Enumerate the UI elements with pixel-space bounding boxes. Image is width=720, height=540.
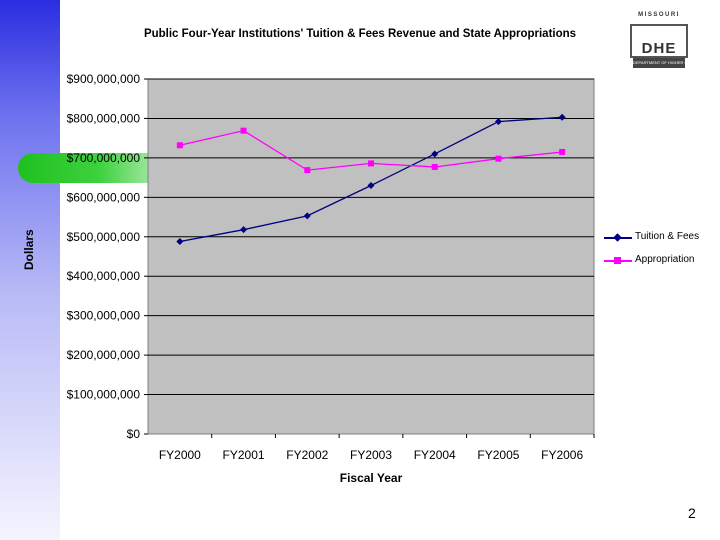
x-axis-ticks: FY2000 FY2001 FY2002 FY2003 FY2004 FY2005 FY20… xyxy=(159,434,595,462)
data-point xyxy=(559,148,566,155)
y-tick-label: $600,000,000 xyxy=(67,190,141,204)
legend-label-appropriation: Appropriation xyxy=(635,254,695,265)
plot-area xyxy=(147,78,595,435)
data-point xyxy=(240,226,248,234)
y-tick-label: $200,000,000 xyxy=(67,348,141,362)
y-tick-label: $300,000,000 xyxy=(67,309,141,323)
data-point xyxy=(240,127,247,134)
y-tick-label: $700,000,000 xyxy=(67,151,141,165)
logo-box: DHE DEPARTMENT OF HIGHER EDUCATION xyxy=(630,24,688,68)
x-tick-label: FY2006 xyxy=(541,448,583,462)
y-tick-label: $100,000,000 xyxy=(67,388,141,402)
x-tick-label: FY2001 xyxy=(223,448,265,462)
legend-diamond-icon xyxy=(613,233,622,242)
data-point xyxy=(176,238,184,246)
data-point xyxy=(176,142,183,149)
x-tick-label: FY2003 xyxy=(350,448,392,462)
x-tick-label: FY2002 xyxy=(286,448,328,462)
y-tick-label: $800,000,000 xyxy=(67,111,141,125)
x-tick-label: FY2000 xyxy=(159,448,201,462)
y-tick-label: $400,000,000 xyxy=(67,269,141,283)
series-group xyxy=(176,113,566,246)
side-gradient-bar xyxy=(0,0,60,540)
data-point xyxy=(431,150,439,158)
data-point xyxy=(558,113,566,121)
data-point xyxy=(303,212,311,220)
y-tick-label: $0 xyxy=(127,427,141,441)
gridlines xyxy=(148,78,594,396)
x-tick-label: FY2004 xyxy=(414,448,456,462)
legend-item-appropriation: Appropriation xyxy=(602,254,706,268)
logo-sub-text: DEPARTMENT OF HIGHER EDUCATION xyxy=(633,58,685,68)
legend-item-tuition: Tuition & Fees xyxy=(602,231,706,245)
y-axis-label: Dollars xyxy=(22,229,36,270)
logo-main-text: DHE xyxy=(641,40,677,57)
page-number: 2 xyxy=(688,505,696,521)
data-point xyxy=(495,155,502,162)
legend-square-icon xyxy=(614,257,621,264)
logo-arc-text: MISSOURI xyxy=(638,12,680,18)
x-tick-label: FY2005 xyxy=(477,448,519,462)
legend-label-tuition: Tuition & Fees xyxy=(635,231,700,242)
legend: Tuition & Fees Appropriation xyxy=(602,225,706,275)
data-point xyxy=(368,160,374,167)
data-point xyxy=(494,118,502,126)
x-axis-label: Fiscal Year xyxy=(339,471,403,485)
y-axis-ticks: $0 $100,000,000 $200,000,000 $300,000,000 $4… xyxy=(67,72,148,441)
y-tick-label: $900,000,000 xyxy=(67,72,141,86)
green-accent-pill xyxy=(18,153,164,183)
dhe-logo: MISSOURI DHE DEPARTMENT OF HIGHER EDUCAT… xyxy=(630,12,688,68)
data-point xyxy=(431,163,438,170)
data-point xyxy=(367,182,375,189)
chart-title: Public Four-Year Institutions' Tuition &… xyxy=(143,28,577,40)
y-tick-label: $500,000,000 xyxy=(67,230,141,244)
data-point xyxy=(304,167,311,174)
